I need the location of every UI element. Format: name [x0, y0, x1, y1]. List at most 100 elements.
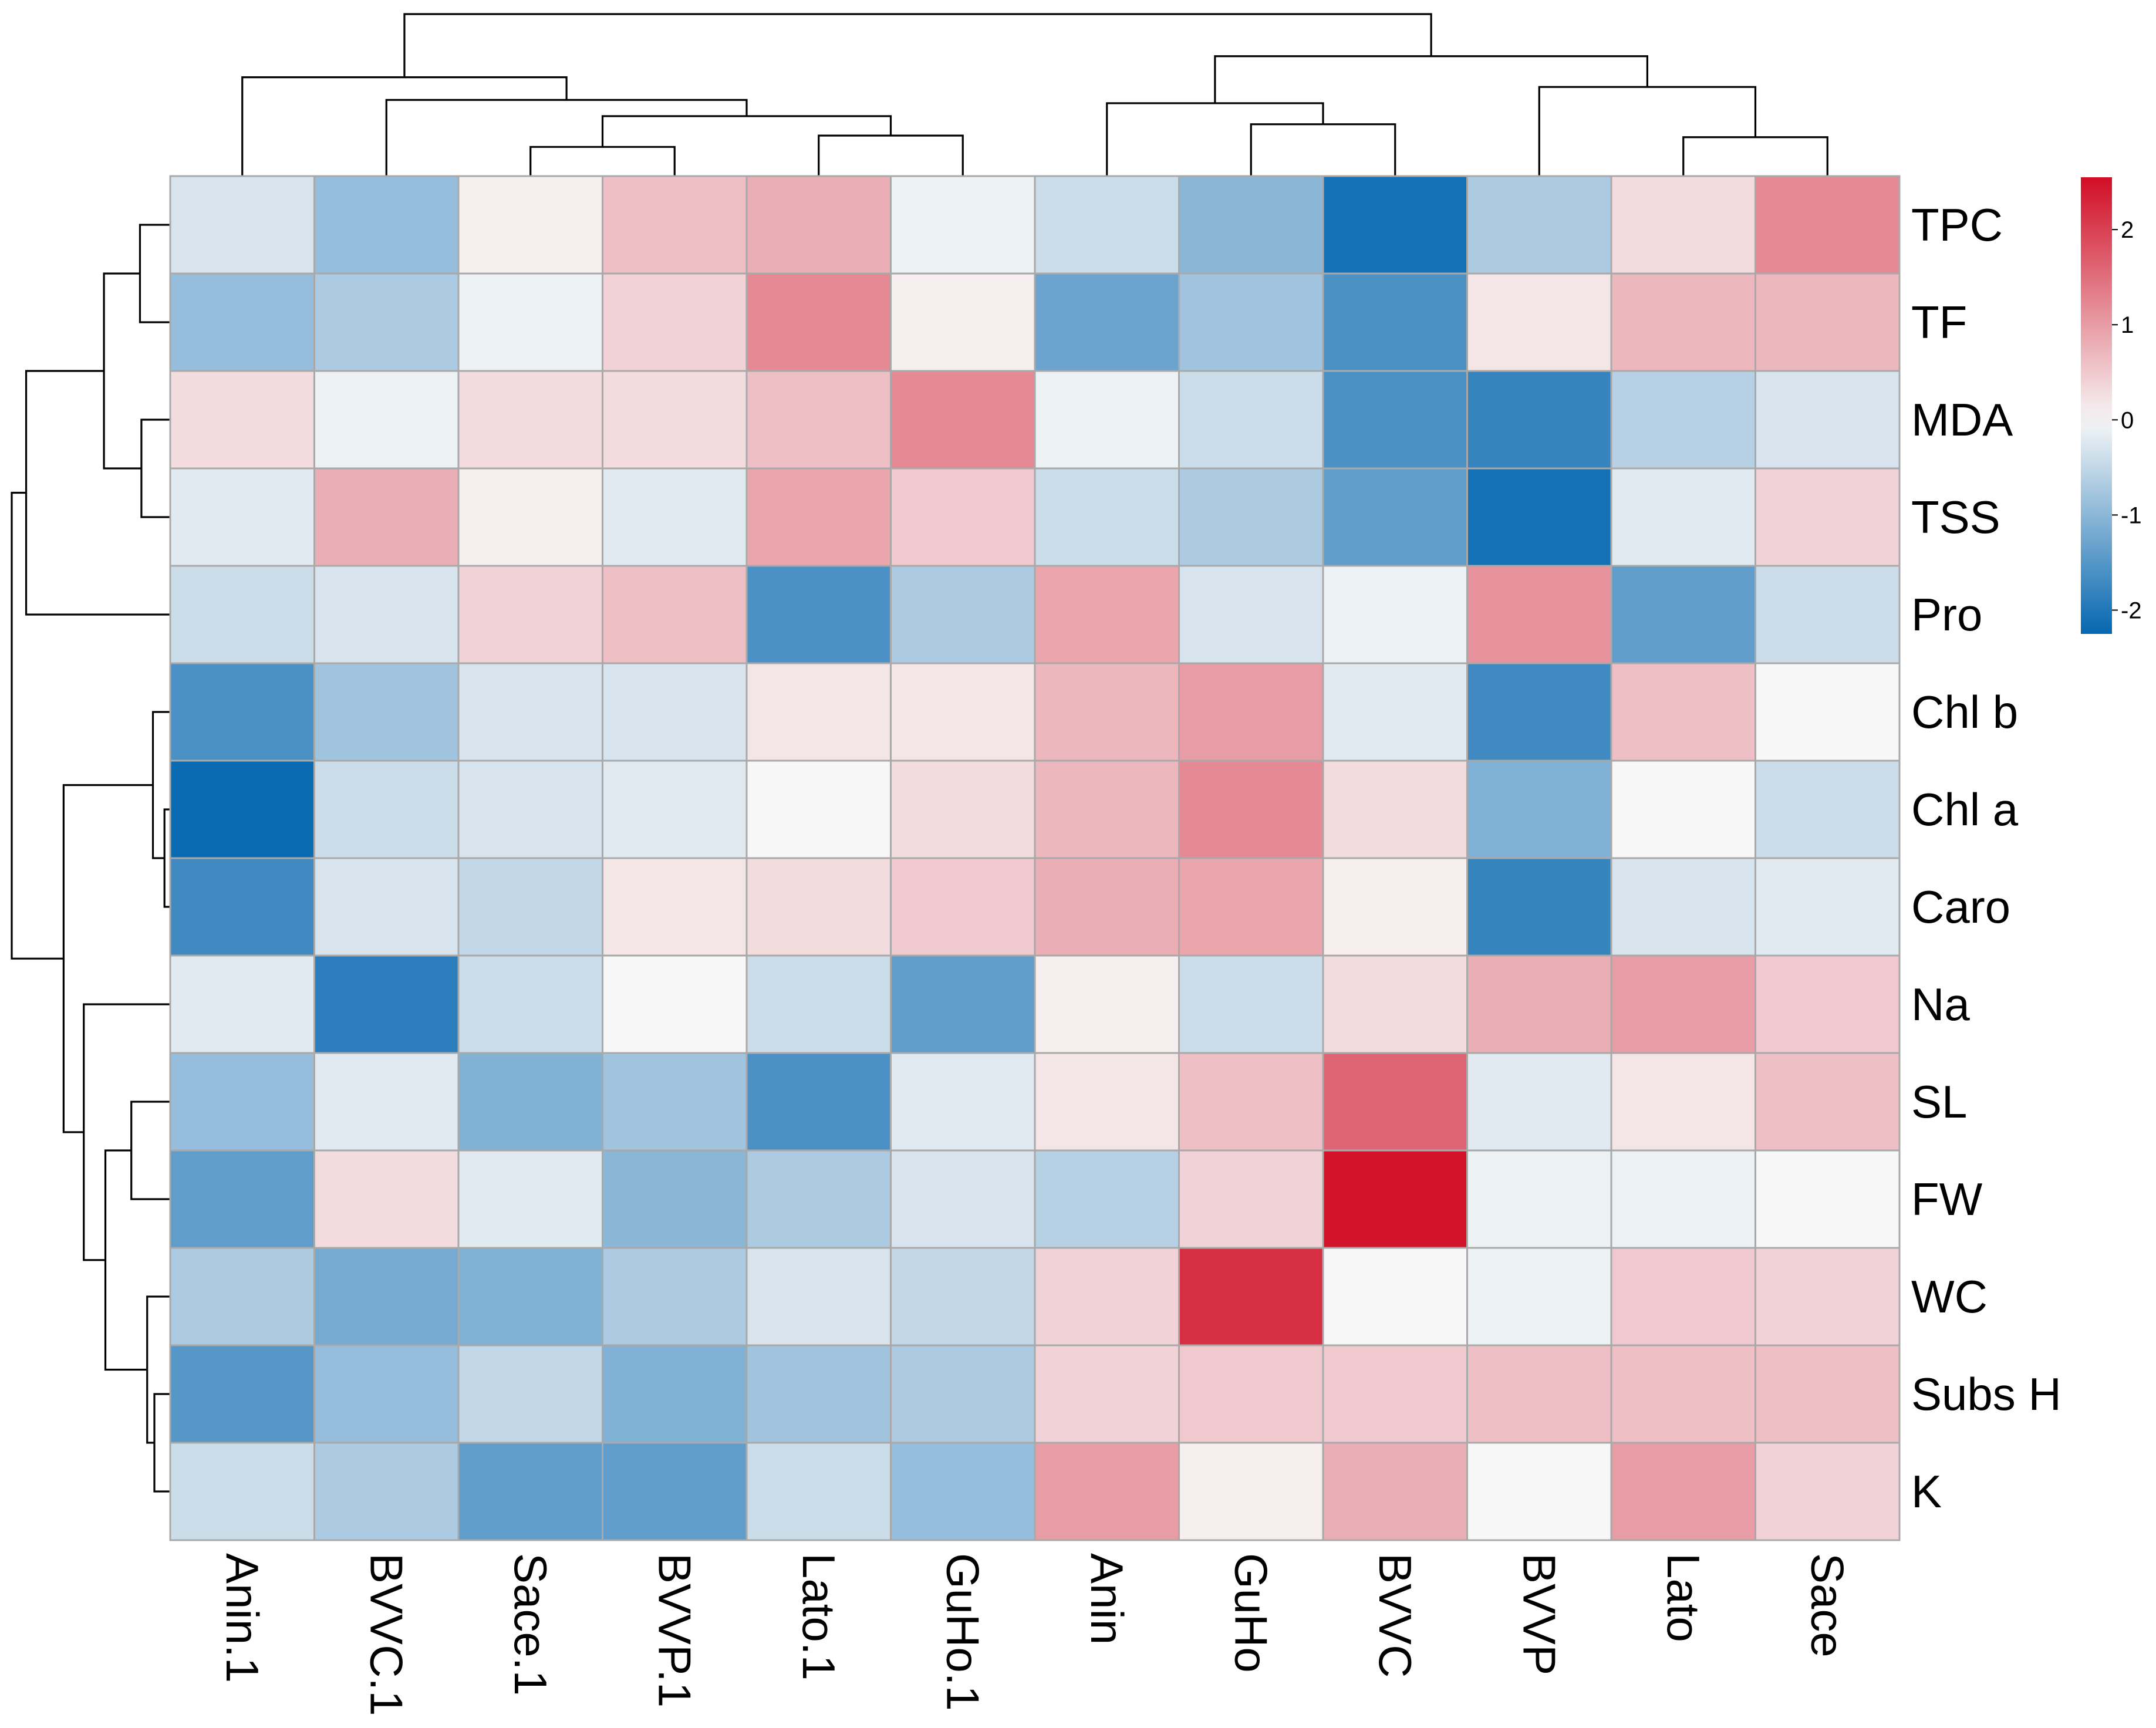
- heatmap-cell: [1755, 1149, 1901, 1249]
- heatmap-cell: [1610, 370, 1756, 470]
- heatmap-cell: [313, 857, 460, 957]
- heatmap-cell: [602, 760, 748, 859]
- heatmap-cell: [313, 175, 460, 275]
- heatmap-cell: [890, 1247, 1036, 1346]
- heatmap-cell: [313, 1149, 460, 1249]
- heatmap-cell: [1322, 1442, 1468, 1541]
- heatmap-cell: [1178, 272, 1324, 372]
- heatmap-cell: [457, 760, 603, 859]
- heatmap-cell: [745, 272, 892, 372]
- heatmap-cell: [1322, 954, 1468, 1054]
- heatmap-cell: [169, 954, 315, 1054]
- heatmap-cell: [1034, 662, 1180, 762]
- heatmap-cell: [1755, 1247, 1901, 1346]
- heatmap-cell: [745, 1442, 892, 1541]
- dendrogram-branch: [25, 370, 170, 616]
- heatmap-cell: [1322, 272, 1468, 372]
- heatmap-cell: [602, 272, 748, 372]
- heatmap-cell: [457, 1442, 603, 1541]
- heatmap-cell: [602, 175, 748, 275]
- heatmap-cell: [1755, 565, 1901, 664]
- heatmap-cell: [457, 857, 603, 957]
- row-label: FW: [1911, 1173, 1983, 1225]
- heatmap-cell: [745, 565, 892, 664]
- legend-ticks: 2 1 0 -1 -2: [2112, 217, 2142, 623]
- heatmap-cell: [1610, 467, 1756, 567]
- heatmap-cell: [890, 662, 1036, 762]
- heatmap-cell: [1178, 1149, 1324, 1249]
- heatmap-cell: [169, 370, 315, 470]
- heatmap-cell: [1610, 857, 1756, 957]
- heatmap-cell: [1466, 1247, 1612, 1346]
- heatmap-cell: [602, 1052, 748, 1152]
- heatmap-cell: [1322, 467, 1468, 567]
- heatmap-cell: [1178, 662, 1324, 762]
- heatmap-cell: [169, 272, 315, 372]
- heatmap-cell: [169, 857, 315, 957]
- heatmap-cell: [1322, 565, 1468, 664]
- heatmap-cell: [1466, 1344, 1612, 1444]
- heatmap-cell: [890, 175, 1036, 275]
- heatmap-cell: [890, 565, 1036, 664]
- heatmap-cell: [313, 662, 460, 762]
- column-label: GuHo: [1225, 1553, 1277, 1673]
- heatmap-cell: [1178, 857, 1324, 957]
- row-label: WC: [1911, 1271, 1988, 1322]
- heatmap-cell: [457, 954, 603, 1054]
- heatmap-cell: [457, 1344, 603, 1444]
- heatmap-cell: [1322, 1149, 1468, 1249]
- heatmap-cell: [1322, 1247, 1468, 1346]
- heatmap-cell: [457, 662, 603, 762]
- heatmap-cell: [169, 1344, 315, 1444]
- heatmap-cell: [1466, 1052, 1612, 1152]
- heatmap-cell: [457, 1052, 603, 1152]
- heatmap-cell: [1466, 662, 1612, 762]
- heatmap-cell: [313, 1442, 460, 1541]
- heatmap-cell: [1755, 1344, 1901, 1444]
- heatmap-cell: [1178, 175, 1324, 275]
- dendrogram-branch: [62, 784, 153, 1133]
- heatmap-cell: [890, 370, 1036, 470]
- heatmap-cell: [457, 467, 603, 567]
- heatmap-cell: [1322, 1052, 1468, 1152]
- heatmap-cell: [602, 662, 748, 762]
- heatmap-cell: [1466, 1442, 1612, 1541]
- heatmap-cell: [1755, 175, 1901, 275]
- heatmap-cell: [602, 1442, 748, 1541]
- heatmap-cell: [1178, 1344, 1324, 1444]
- heatmap-cell: [169, 1052, 315, 1152]
- heatmap-cell: [1034, 1247, 1180, 1346]
- heatmap-cell: [1178, 954, 1324, 1054]
- heatmap-cell: [1466, 565, 1612, 664]
- heatmap-cell: [1610, 272, 1756, 372]
- heatmap-cell: [457, 565, 603, 664]
- heatmap-cell: [169, 1442, 315, 1541]
- heatmap-cell: [1178, 370, 1324, 470]
- heatmap-cell: [1034, 272, 1180, 372]
- heatmap-cell: [1034, 1344, 1180, 1444]
- row-label: SL: [1911, 1076, 1967, 1128]
- heatmap-cell: [1322, 760, 1468, 859]
- heatmap-cell: [1322, 1344, 1468, 1444]
- heatmap-cell: [169, 1149, 315, 1249]
- heatmap-cell: [890, 760, 1036, 859]
- heatmap-cell: [745, 760, 892, 859]
- heatmap-cell: [1610, 565, 1756, 664]
- heatmap-cell: [602, 954, 748, 1054]
- column-label: Anin.1: [217, 1553, 268, 1683]
- heatmap-cell: [602, 370, 748, 470]
- dendrogram-branch: [163, 808, 170, 908]
- heatmap-cell: [890, 954, 1036, 1054]
- heatmap-cell: [1034, 1149, 1180, 1249]
- heatmap-cell: [1610, 662, 1756, 762]
- heatmap-cell: [1034, 954, 1180, 1054]
- legend-tick-label: 0: [2121, 407, 2134, 433]
- row-label: MDA: [1911, 394, 2013, 446]
- dendrogram-branch: [139, 224, 170, 323]
- heatmap-cell: [1034, 1442, 1180, 1541]
- heatmap-cell: [313, 272, 460, 372]
- heatmap-cell: [169, 467, 315, 567]
- heatmap-cell: [1755, 272, 1901, 372]
- heatmap-cell: [1610, 175, 1756, 275]
- heatmap-cell: [1610, 760, 1756, 859]
